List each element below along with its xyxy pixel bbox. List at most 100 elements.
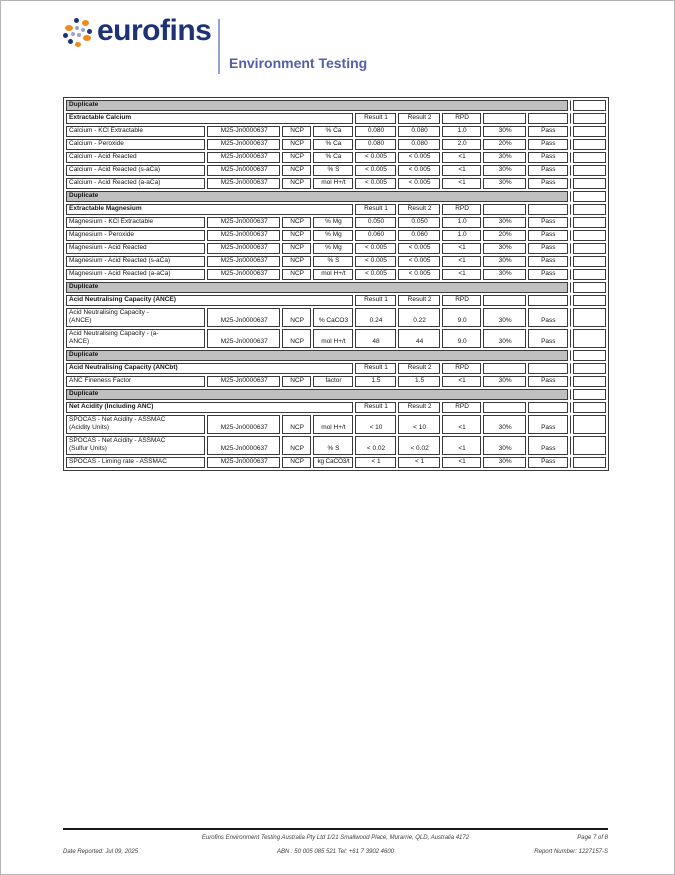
trailing-empty-cell xyxy=(572,282,606,293)
lab-cell: NCP xyxy=(282,436,312,455)
result2-cell: < 0.005 xyxy=(398,243,440,254)
data-row: Magnesium - Acid Reacted M25-Jn0000637 NCP… xyxy=(66,243,606,254)
data-row: Magnesium - Acid Reacted (s-aCa) M25-Jn00… xyxy=(66,256,606,267)
criteria-cell: 30% xyxy=(483,243,526,254)
unit-cell: % S xyxy=(313,165,353,176)
result2-cell: < 0.005 xyxy=(398,269,440,280)
data-row: Calcium - Acid Reacted (a-aCa) M25-Jn0000… xyxy=(66,178,606,189)
criteria-cell: 30% xyxy=(483,217,526,228)
result-header-1: Result 1 xyxy=(354,402,397,413)
trailing-empty-cell xyxy=(572,165,606,176)
footer-abn-tel: ABN : 50 005 085 521 Tel: +61 7 3902 460… xyxy=(276,849,395,855)
criteria-cell: 30% xyxy=(483,256,526,267)
unit-cell: % Mg xyxy=(313,243,353,254)
result2-cell: < 0.005 xyxy=(398,256,440,267)
lab-cell: NCP xyxy=(282,376,312,387)
unit-cell: mol H+/t xyxy=(313,415,353,434)
footer-date-reported: Date Reported: Jul 09, 2025 xyxy=(63,849,139,855)
result-header-1: Result 1 xyxy=(354,363,397,374)
result2-cell: < 10 xyxy=(398,415,440,434)
result2-cell: < 0.02 xyxy=(398,436,440,455)
column-gap xyxy=(569,204,571,215)
column-gap xyxy=(569,165,571,176)
lab-cell: NCP xyxy=(282,269,312,280)
status-cell: Pass xyxy=(527,230,568,241)
lab-cell: NCP xyxy=(282,139,312,150)
result1-cell: 0.050 xyxy=(354,217,397,228)
status-cell: Pass xyxy=(527,376,568,387)
unit-cell: % S xyxy=(313,256,353,267)
parameter-cell: Magnesium - Acid Reacted xyxy=(66,243,206,254)
result-header-1: Result 1 xyxy=(354,113,397,124)
result1-cell: < 1 xyxy=(354,457,397,468)
data-row: Acid Neutralising Capacity - (a- ANCE) M2… xyxy=(66,329,606,348)
column-gap xyxy=(569,243,571,254)
data-row: Acid Neutralising Capacity - (ANCE) M25-J… xyxy=(66,308,606,327)
trailing-empty-cell xyxy=(572,126,606,137)
section-title: Acid Neutralising Capacity (ANCE) xyxy=(66,295,353,306)
sample-id-cell: M25-Jn0000637 xyxy=(207,457,281,468)
lab-cell: NCP xyxy=(282,178,312,189)
section-title: Extractable Magnesium xyxy=(66,204,353,215)
trailing-empty-cell xyxy=(572,376,606,387)
section-title: Acid Neutralising Capacity (ANCbt) xyxy=(66,363,353,374)
status-header-cell xyxy=(527,204,568,215)
result-header-2: Result 2 xyxy=(398,295,440,306)
status-cell: Pass xyxy=(527,243,568,254)
footer-page-number: Page 7 of 8 xyxy=(577,835,608,841)
lab-cell: NCP xyxy=(282,256,312,267)
duplicate-band-row: Duplicate xyxy=(66,389,606,400)
trailing-empty-cell xyxy=(572,402,606,413)
section-header-row: Extractable Magnesium Result 1 Result 2 RPD xyxy=(66,204,606,215)
trailing-empty-cell xyxy=(572,415,606,434)
parameter-cell: Calcium - Acid Reacted (s-aCa) xyxy=(66,165,206,176)
data-row: Calcium - KCl Extractable M25-Jn0000637 NC… xyxy=(66,126,606,137)
result-header-3: RPD xyxy=(441,363,482,374)
column-gap xyxy=(569,389,571,400)
column-gap xyxy=(569,100,571,111)
result2-cell: 44 xyxy=(398,329,440,348)
criteria-cell: 30% xyxy=(483,269,526,280)
sample-id-cell: M25-Jn0000637 xyxy=(207,165,281,176)
trailing-empty-cell xyxy=(572,350,606,361)
parameter-cell: Magnesium - Acid Reacted (a-aCa) xyxy=(66,269,206,280)
column-gap xyxy=(569,329,571,348)
status-cell: Pass xyxy=(527,457,568,468)
status-cell: Pass xyxy=(527,415,568,434)
status-cell: Pass xyxy=(527,178,568,189)
section-header-row: Acid Neutralising Capacity (ANCE) Result … xyxy=(66,295,606,306)
result1-cell: 48 xyxy=(354,329,397,348)
data-row: SPOCAS - Net Acidity - ASSMAC (Sulfur Un… xyxy=(66,436,606,455)
duplicate-label: Duplicate xyxy=(66,191,568,202)
rpd-cell: <1 xyxy=(441,165,482,176)
criteria-header-cell xyxy=(483,113,526,124)
trailing-empty-cell xyxy=(572,139,606,150)
rpd-cell: <1 xyxy=(441,269,482,280)
criteria-cell: 20% xyxy=(483,230,526,241)
column-gap xyxy=(569,113,571,124)
rpd-cell: <1 xyxy=(441,178,482,189)
rpd-cell: <1 xyxy=(441,457,482,468)
rpd-cell: <1 xyxy=(441,376,482,387)
sample-id-cell: M25-Jn0000637 xyxy=(207,217,281,228)
result2-cell: < 1 xyxy=(398,457,440,468)
status-cell: Pass xyxy=(527,329,568,348)
rpd-cell: <1 xyxy=(441,256,482,267)
sample-id-cell: M25-Jn0000637 xyxy=(207,178,281,189)
qc-results-table-wrap: Duplicate Extractable Calcium Result 1 Resu… xyxy=(63,97,609,471)
parameter-cell: Calcium - Acid Reacted xyxy=(66,152,206,163)
criteria-cell: 20% xyxy=(483,139,526,150)
unit-cell: % Ca xyxy=(313,126,353,137)
section-title: Net Acidity (Including ANC) xyxy=(66,402,353,413)
parameter-cell: SPOCAS - Net Acidity - ASSMAC (Sulfur Un… xyxy=(66,436,206,455)
trailing-empty-cell xyxy=(572,230,606,241)
result1-cell: 1.5 xyxy=(354,376,397,387)
trailing-empty-cell xyxy=(572,178,606,189)
parameter-cell: Acid Neutralising Capacity - (a- ANCE) xyxy=(66,329,206,348)
data-row: ANC Fineness Factor M25-Jn0000637 NCP facto… xyxy=(66,376,606,387)
unit-cell: mol H+/t xyxy=(313,329,353,348)
trailing-empty-cell xyxy=(572,269,606,280)
criteria-header-cell xyxy=(483,204,526,215)
status-header-cell xyxy=(527,363,568,374)
data-row: Magnesium - KCl Extractable M25-Jn0000637… xyxy=(66,217,606,228)
